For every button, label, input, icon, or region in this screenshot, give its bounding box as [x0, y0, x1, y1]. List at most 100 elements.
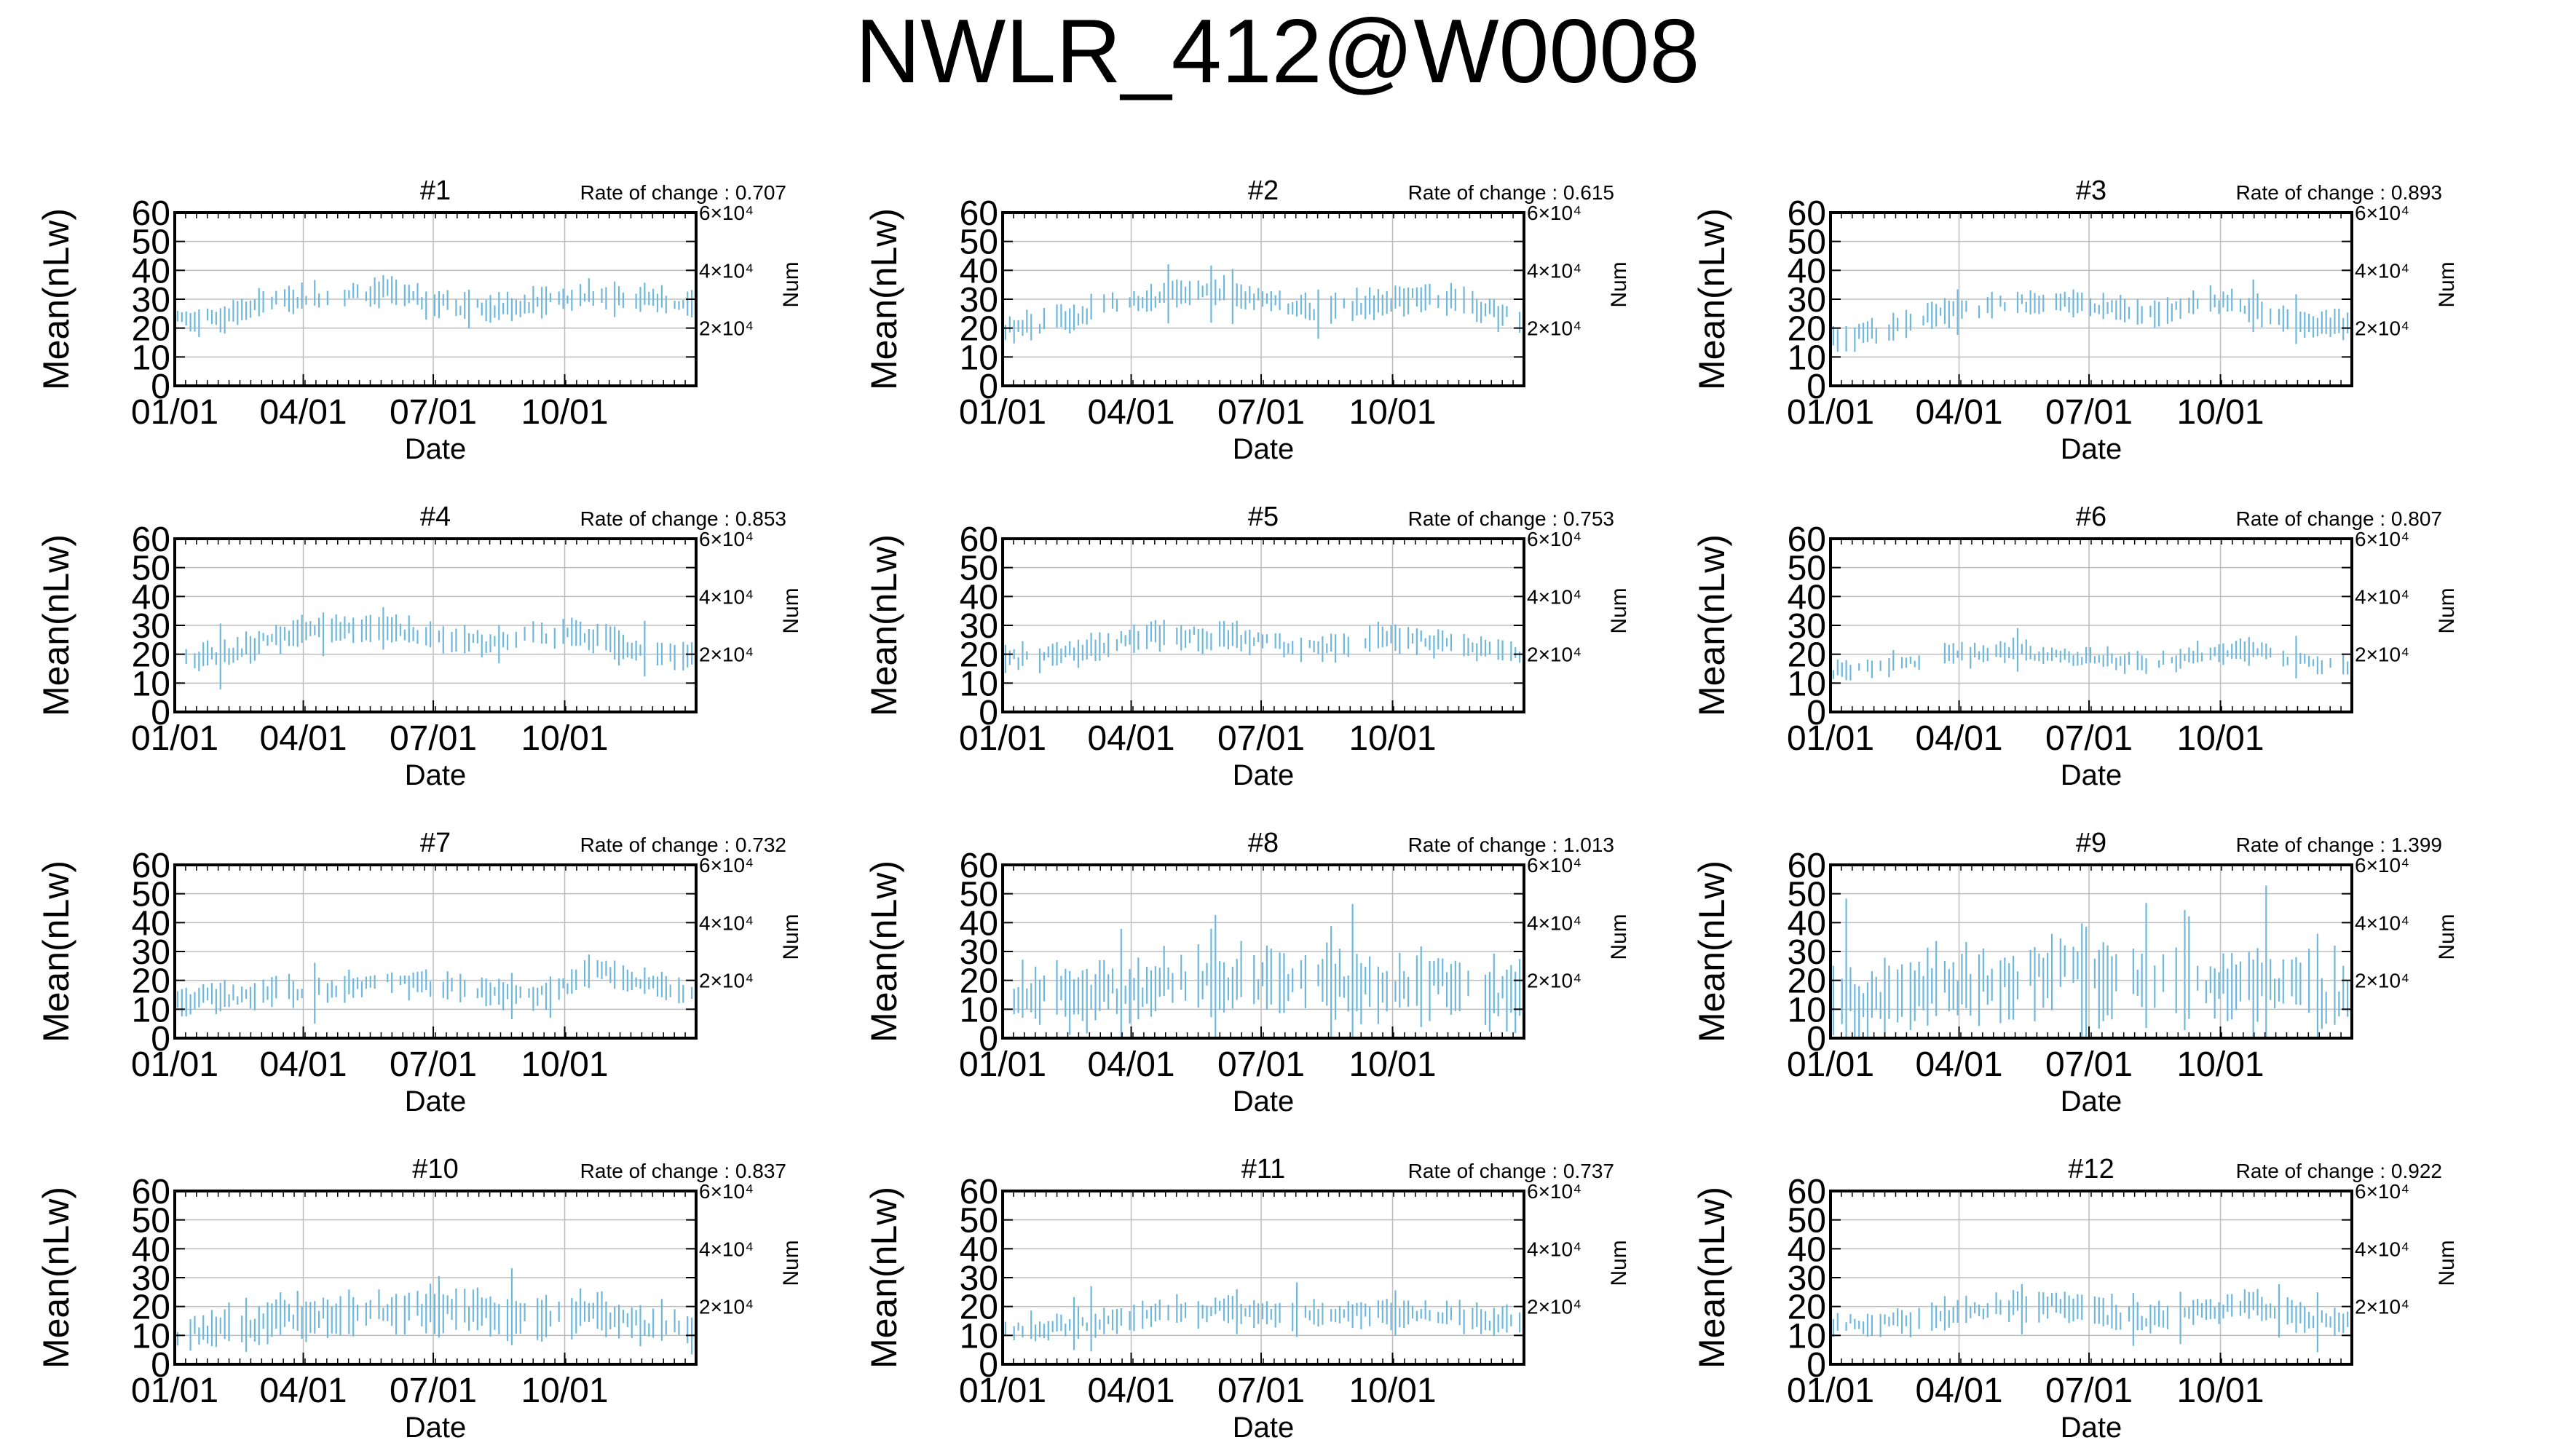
y-tick-label: 40	[1788, 1230, 1826, 1269]
y2-tick-label: 2×10⁴	[2355, 317, 2409, 340]
y2-axis-label: Num	[2435, 1240, 2459, 1286]
y2-tick-label: 4×10⁴	[2355, 259, 2409, 282]
y-tick-label: 0	[979, 694, 998, 732]
y-tick-label: 0	[151, 1020, 170, 1059]
x-tick-label: 01/01	[131, 719, 218, 758]
y-tick-label: 30	[960, 933, 998, 972]
y-tick-label: 30	[1788, 1259, 1826, 1298]
y2-tick-label: 4×10⁴	[1527, 259, 1581, 282]
rate-of-change: Rate of change : 0.853	[580, 507, 786, 530]
x-axis-label: Date	[1233, 1412, 1295, 1444]
y2-axis-label: Num	[1607, 1240, 1631, 1286]
y-tick-label: 10	[1788, 339, 1826, 377]
y2-tick-label: 2×10⁴	[2355, 1296, 2409, 1318]
y2-tick-label: 2×10⁴	[1527, 317, 1581, 340]
x-tick-label: 10/01	[1348, 719, 1436, 758]
x-axis-label: Date	[1233, 1085, 1295, 1117]
y-axis-label: Mean(nLw)	[36, 534, 76, 716]
y-tick-label: 20	[960, 1289, 998, 1327]
y-tick-label: 10	[132, 339, 170, 377]
y-tick-label: 10	[132, 991, 170, 1029]
y2-axis-label: Num	[2435, 261, 2459, 307]
panel-title: #6	[2076, 502, 2106, 532]
page-title: NWLR_412@W0008	[855, 1, 1700, 102]
y-axis-label: Mean(nLw)	[36, 860, 76, 1042]
x-tick-label: 07/01	[2045, 719, 2133, 758]
y-tick-label: 30	[132, 607, 170, 646]
y-tick-label: 50	[960, 550, 998, 588]
y2-tick-label: 6×10⁴	[699, 1180, 754, 1203]
panel-title: #3	[2076, 175, 2106, 206]
y-tick-label: 10	[1788, 665, 1826, 703]
x-tick-label: 07/01	[390, 719, 477, 758]
y2-tick-label: 6×10⁴	[2355, 854, 2409, 877]
y-tick-label: 20	[132, 962, 170, 1001]
panel-title: #2	[1248, 175, 1279, 206]
y-axis-label: Mean(nLw)	[864, 1187, 904, 1369]
y2-tick-label: 4×10⁴	[699, 259, 754, 282]
y-tick-label: 30	[1788, 607, 1826, 646]
y-tick-label: 10	[132, 1317, 170, 1356]
y-axis-label: Mean(nLw)	[864, 860, 904, 1042]
y-tick-label: 0	[1806, 368, 1826, 406]
x-tick-label: 01/01	[131, 1372, 218, 1410]
x-axis-label: Date	[405, 1412, 467, 1444]
y-tick-label: 50	[1788, 1202, 1826, 1241]
y-tick-label: 20	[132, 1289, 170, 1327]
x-tick-label: 04/01	[1087, 1045, 1174, 1084]
y-tick-label: 40	[960, 904, 998, 943]
y-tick-label: 20	[1788, 1289, 1826, 1327]
rate-of-change: Rate of change : 0.615	[1408, 181, 1614, 204]
x-tick-label: 07/01	[2045, 1372, 2133, 1410]
y-tick-label: 0	[1806, 694, 1826, 732]
y-tick-label: 40	[960, 1230, 998, 1269]
y-tick-label: 40	[960, 578, 998, 617]
rate-of-change: Rate of change : 0.893	[2236, 181, 2442, 204]
x-tick-label: 01/01	[959, 1045, 1046, 1084]
y-tick-label: 60	[1788, 194, 1826, 233]
x-tick-label: 10/01	[521, 719, 608, 758]
y-tick-label: 0	[151, 694, 170, 732]
y-tick-label: 40	[1788, 578, 1826, 617]
y2-tick-label: 6×10⁴	[1527, 528, 1581, 550]
y-tick-label: 60	[960, 1173, 998, 1211]
x-axis-label: Date	[405, 759, 467, 791]
rate-of-change: Rate of change : 0.837	[580, 1160, 786, 1182]
rate-of-change: Rate of change : 0.737	[1408, 1160, 1614, 1182]
y2-tick-label: 6×10⁴	[1527, 1180, 1581, 1203]
y2-axis-label: Num	[2435, 587, 2459, 633]
y-axis-label: Mean(nLw)	[1691, 860, 1732, 1042]
x-tick-label: 04/01	[1915, 1045, 2002, 1084]
x-tick-label: 01/01	[1787, 393, 1874, 432]
x-tick-label: 01/01	[131, 1045, 218, 1084]
y-axis-label: Mean(nLw)	[1691, 1187, 1732, 1369]
y-tick-label: 40	[1788, 252, 1826, 290]
y2-axis-label: Num	[1607, 261, 1631, 307]
y-tick-label: 60	[960, 194, 998, 233]
x-tick-label: 07/01	[1217, 1372, 1305, 1410]
y-axis-label: Mean(nLw)	[1691, 208, 1732, 390]
y-tick-label: 0	[151, 1346, 170, 1385]
x-tick-label: 07/01	[1217, 1045, 1305, 1084]
y-tick-label: 10	[1788, 1317, 1826, 1356]
x-axis-label: Date	[1233, 433, 1295, 465]
y-tick-label: 40	[132, 578, 170, 617]
y2-axis-label: Num	[779, 261, 803, 307]
x-tick-label: 04/01	[1087, 1372, 1174, 1410]
y2-tick-label: 6×10⁴	[1527, 202, 1581, 224]
x-tick-label: 10/01	[1348, 1045, 1436, 1084]
x-tick-label: 04/01	[259, 393, 347, 432]
y-axis-label: Mean(nLw)	[864, 208, 904, 390]
rate-of-change: Rate of change : 0.707	[580, 181, 786, 204]
y-tick-label: 30	[132, 1259, 170, 1298]
y-tick-label: 50	[132, 876, 170, 914]
y2-tick-label: 2×10⁴	[699, 970, 754, 992]
y-tick-label: 30	[1788, 933, 1826, 972]
y2-tick-label: 4×10⁴	[699, 1238, 754, 1260]
y2-axis-label: Num	[2435, 914, 2459, 960]
